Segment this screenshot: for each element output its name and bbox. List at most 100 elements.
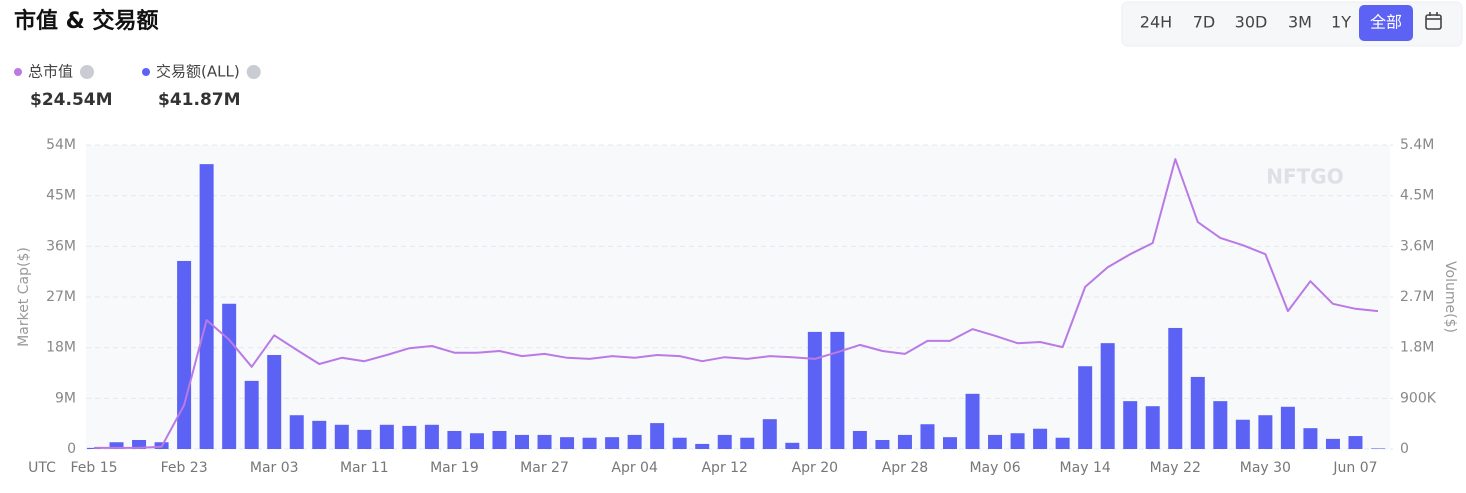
bar (109, 442, 124, 449)
bar (740, 437, 755, 449)
bar (447, 430, 462, 449)
range-button[interactable]: 30D (1235, 13, 1268, 32)
bar (650, 423, 665, 449)
y-tick-label: 0 (67, 441, 76, 457)
x-tick-label: Jun 07 (1332, 460, 1377, 476)
bar (1010, 433, 1025, 449)
bar (199, 164, 214, 449)
bar (943, 437, 957, 449)
bar (1235, 419, 1250, 449)
legend-label: 总市值 (28, 63, 73, 81)
y-tick-label: 27M (46, 289, 76, 305)
bar (267, 354, 282, 449)
y-tick-label: 36M (46, 238, 76, 254)
calendar-icon[interactable] (1425, 12, 1442, 30)
bar (965, 393, 980, 449)
y2-tick-label: 5.4M (1400, 137, 1434, 153)
bar (222, 303, 237, 449)
y2-tick-label: 900K (1400, 390, 1437, 406)
y2-tick-label: 2.7M (1400, 289, 1434, 305)
bar (807, 331, 822, 449)
bar (1258, 415, 1273, 449)
bar (1168, 327, 1183, 449)
bar (1033, 428, 1048, 449)
bar (1055, 437, 1070, 449)
info-icon (246, 65, 261, 79)
info-icon (80, 65, 95, 79)
bar (1213, 401, 1228, 449)
y2-tick-label: 4.5M (1400, 188, 1434, 204)
legend-dot (14, 68, 22, 76)
bar (1190, 376, 1205, 449)
bar (582, 437, 597, 449)
x-tick-label: Apr 04 (611, 460, 658, 476)
line (94, 158, 1379, 449)
y2-axis-title: Volume($) (1442, 261, 1458, 333)
bar (717, 434, 732, 449)
bar (402, 425, 417, 449)
bar (627, 434, 642, 449)
x-tick-label: Apr 20 (792, 460, 838, 476)
x-tick-label: May 22 (1150, 460, 1201, 476)
bar (379, 424, 394, 449)
utc-label: UTC (28, 460, 56, 476)
bar (132, 439, 147, 449)
chart-title: 市值 & 交易额 (14, 8, 159, 34)
bar (1303, 428, 1318, 449)
bar (897, 434, 912, 449)
y2-tick-label: 0 (1400, 441, 1409, 457)
x-tick-label: Apr 28 (882, 460, 928, 476)
bar (875, 439, 890, 449)
bar (334, 424, 349, 449)
bar (1100, 343, 1115, 449)
bar (852, 430, 867, 449)
x-tick-label: Mar 19 (430, 460, 479, 476)
y-tick-label: 54M (46, 137, 76, 153)
bar (492, 430, 507, 449)
bar (1145, 406, 1160, 449)
bar (560, 437, 575, 449)
bar (920, 424, 935, 449)
range-button[interactable]: 3M (1288, 13, 1312, 32)
bar (1280, 406, 1295, 449)
y-tick-label: 18M (46, 340, 76, 356)
bar (1123, 401, 1138, 449)
bar (537, 434, 552, 449)
bar (515, 434, 529, 449)
bar (177, 260, 192, 449)
range-button[interactable]: 7D (1193, 13, 1216, 32)
legend-value: $41.87M (158, 90, 241, 110)
bar (605, 437, 620, 449)
bar (424, 424, 439, 449)
x-tick-label: Mar 03 (250, 460, 299, 476)
x-tick-label: Feb 15 (70, 460, 117, 476)
y-tick-label: 45M (46, 188, 76, 204)
bar (1348, 436, 1363, 449)
range-button[interactable]: 24H (1140, 13, 1172, 32)
bar (672, 437, 687, 449)
x-tick-label: Feb 23 (161, 460, 208, 476)
x-tick-label: May 14 (1060, 460, 1111, 476)
legend-dot (142, 68, 150, 76)
bar (1371, 448, 1385, 449)
legend-label: 交易额(ALL) (156, 63, 240, 81)
bar (1325, 438, 1340, 449)
bar (785, 442, 800, 449)
watermark: NFTGO (1266, 165, 1343, 189)
x-tick-label: May 30 (1240, 460, 1291, 476)
range-button[interactable]: 1Y (1331, 13, 1351, 32)
legend-value: $24.54M (30, 90, 113, 110)
bar (244, 380, 259, 449)
y2-tick-label: 1.8M (1400, 340, 1434, 356)
x-tick-label: May 06 (969, 460, 1020, 476)
x-tick-label: Apr 12 (701, 460, 747, 476)
bar (312, 420, 327, 449)
y-axis-title: Market Cap($) (16, 247, 32, 347)
range-button-active[interactable] (1359, 5, 1413, 41)
bar (357, 429, 372, 449)
range-button[interactable]: 全部 (1370, 13, 1402, 32)
bar (1078, 366, 1093, 449)
x-tick-label: Mar 11 (340, 460, 389, 476)
